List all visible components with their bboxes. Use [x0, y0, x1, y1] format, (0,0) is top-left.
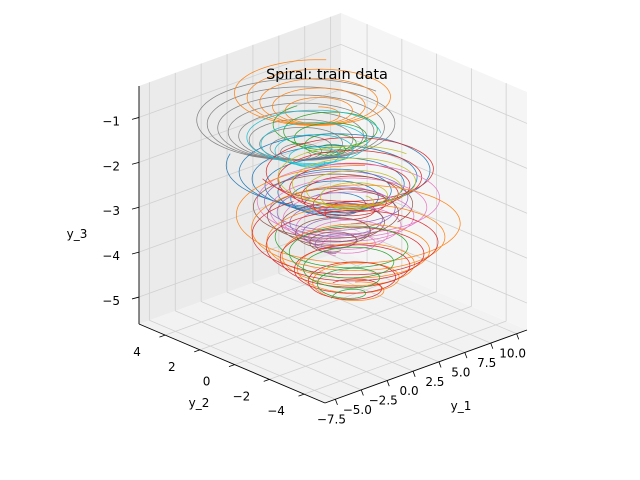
grid-line — [330, 254, 517, 335]
z-tick-tick — [131, 251, 140, 255]
x-axis-label: y_1 — [451, 399, 472, 413]
series-group — [196, 59, 461, 301]
grid-line — [138, 223, 342, 298]
x-tick-label: 5.0 — [451, 366, 470, 380]
series-line-0 — [196, 78, 396, 161]
x-tick-tick — [438, 361, 442, 368]
grid-line — [200, 301, 388, 381]
series-line-10 — [235, 165, 461, 301]
x-tick-label: −5.0 — [343, 403, 372, 417]
grid-line — [340, 44, 528, 124]
y-tick-tick — [194, 349, 200, 353]
z-axis-label: y_3 — [67, 227, 88, 241]
series-line-5 — [256, 163, 441, 257]
y-tick-label: 4 — [133, 345, 141, 359]
y-tick-tick — [263, 378, 270, 382]
z-tick-tick — [131, 117, 140, 120]
y-axis-line — [138, 323, 326, 404]
grid-line — [199, 276, 402, 351]
tick-marks — [131, 117, 520, 406]
x-tick-label: −2.5 — [369, 394, 398, 408]
y-tick-label: 0 — [203, 375, 211, 389]
z-tick-label: −4 — [102, 249, 120, 263]
z-tick-label: −2 — [102, 159, 120, 173]
y-axis-label: y_2 — [189, 396, 210, 410]
grid-line — [149, 319, 336, 400]
x-tick-label: 0.0 — [400, 384, 419, 398]
x-tick-label: −7.5 — [317, 412, 346, 426]
grid-line — [138, 88, 342, 163]
grid-line — [252, 282, 440, 363]
chart-title: Spiral: train data — [266, 67, 388, 83]
x-tick-tick — [490, 342, 494, 349]
x-tick-label: 7.5 — [477, 356, 496, 370]
x-tick-tick — [464, 352, 468, 359]
z-tick-label: −5 — [102, 294, 120, 308]
grid-line — [304, 320, 507, 395]
series-line-7 — [253, 173, 414, 253]
y-tick-tick — [159, 334, 166, 338]
axis-lines — [138, 86, 528, 404]
z-tick-label: −3 — [102, 204, 120, 218]
back-right-pane — [341, 13, 527, 330]
grid-line — [226, 291, 414, 372]
grid-line — [234, 291, 437, 365]
y-tick-tick — [228, 364, 235, 368]
series-line-1 — [234, 59, 391, 126]
series-line-2 — [272, 105, 378, 156]
series-line-11 — [251, 201, 439, 300]
y-tick-label: −4 — [267, 404, 285, 418]
grid-line — [175, 310, 362, 391]
z-tick-tick — [131, 296, 140, 300]
grid-line — [278, 273, 466, 353]
tick-labels: −7.5−5.0−2.50.0 2.5 5.0 7.510.0 4 2 0 −2 −4 −1 −2 −… — [102, 114, 526, 426]
grid-line — [340, 178, 528, 259]
z-tick-tick — [131, 206, 140, 210]
x-tick-tick — [412, 371, 416, 377]
y-tick-label: −2 — [233, 389, 251, 403]
grid-line — [340, 88, 528, 169]
x-axis-line — [324, 329, 528, 404]
y-tick-tick — [298, 393, 305, 397]
x-tick-label: 2.5 — [425, 375, 444, 389]
x-tick-tick — [516, 333, 520, 340]
series-line-8 — [246, 109, 382, 168]
grid-line — [269, 305, 472, 380]
x-tick-tick — [386, 380, 390, 387]
back-left-pane — [139, 13, 341, 324]
y-tick-label: 2 — [168, 360, 176, 374]
z-tick-label: −1 — [102, 114, 120, 128]
x-tick-tick — [360, 389, 364, 396]
grid-line — [340, 223, 528, 304]
grid-line — [138, 133, 342, 208]
x-tick-tick — [334, 399, 338, 406]
series-line-9 — [277, 145, 416, 210]
x-tick-label: 10.0 — [499, 347, 526, 361]
z-tick-tick — [131, 161, 140, 165]
series-line-12 — [274, 225, 409, 299]
